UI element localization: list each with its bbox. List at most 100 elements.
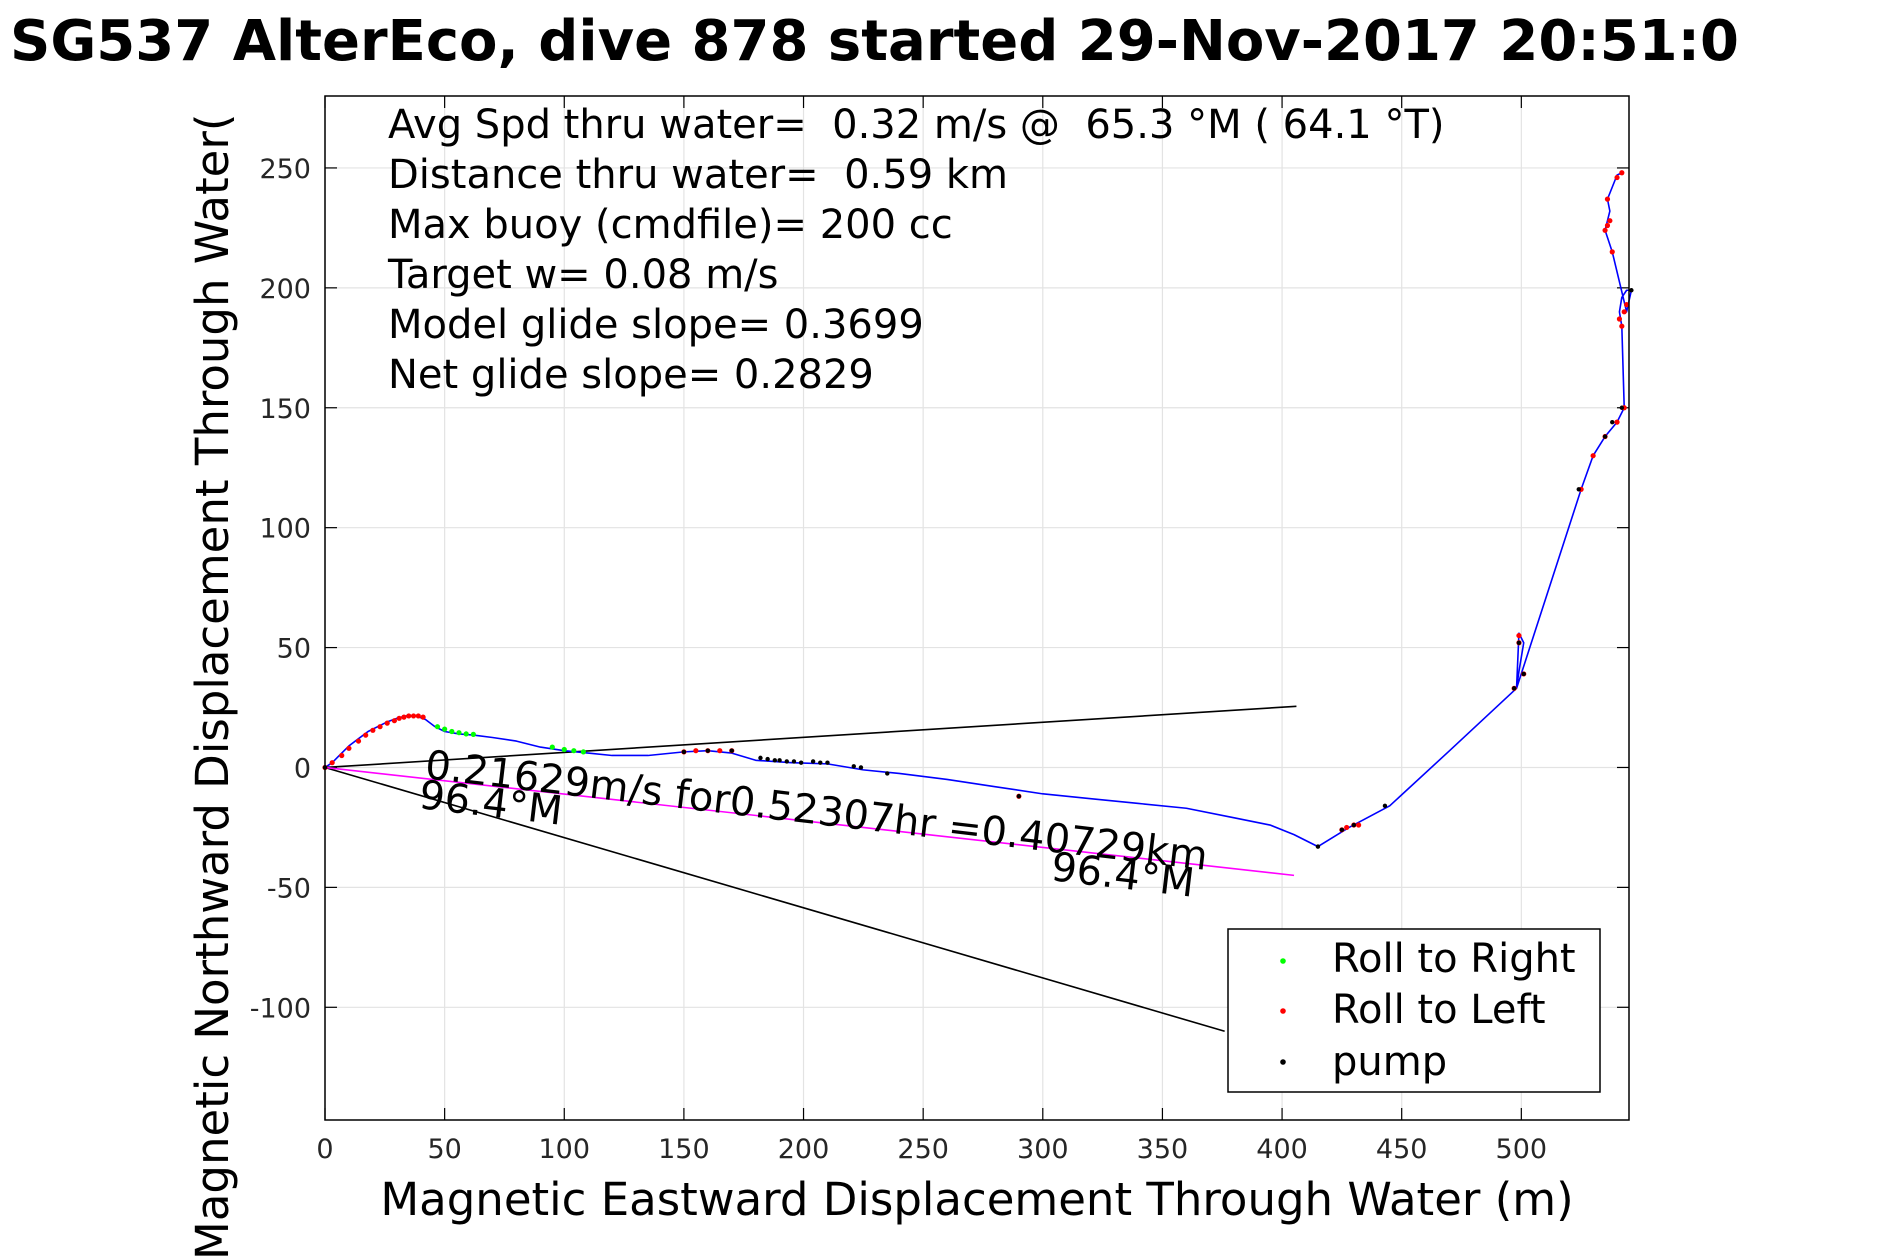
point-pump: [1339, 827, 1345, 833]
plot-area: 0 50 100 150 200 250 300 350 400 450 500 -100 -50 0 5…: [250, 95, 1634, 1165]
x-tick-label: 150: [658, 1134, 710, 1165]
line-current-vector: [324, 766, 1295, 877]
point-roll-right: [463, 731, 469, 737]
point-roll-left: [415, 713, 421, 719]
x-tick-label: 0: [316, 1134, 333, 1165]
point-roll-left: [1590, 453, 1596, 459]
point-roll-left: [420, 714, 426, 720]
point-roll-left: [329, 760, 335, 766]
annotation-net-glide: Net glide slope= 0.2829: [388, 352, 874, 398]
x-tick-label: 200: [778, 1134, 830, 1165]
point-pump: [772, 758, 778, 763]
y-ticks: -100 -50 0 50 100 150 200 250: [250, 154, 1629, 1024]
y-tick-label: 0: [294, 753, 311, 784]
point-roll-left: [355, 738, 362, 744]
line-lower-bound: [324, 766, 1225, 1033]
point-roll-left: [1516, 632, 1522, 639]
point-roll-left: [1604, 196, 1611, 202]
point-roll-left: [339, 752, 345, 759]
point-roll-left: [396, 715, 402, 721]
legend-label-pump: pump: [1332, 1039, 1447, 1085]
point-roll-left: [1614, 174, 1620, 181]
legend-marker-pump: [1280, 1059, 1286, 1065]
point-roll-right: [549, 744, 555, 750]
y-tick-label: 250: [259, 154, 311, 185]
point-pump: [1511, 686, 1517, 691]
point-layer: [322, 170, 1634, 849]
x-tick-label: 450: [1376, 1134, 1428, 1165]
point-roll-left: [377, 724, 383, 730]
point-pump: [1576, 487, 1581, 492]
point-pump: [1521, 671, 1526, 677]
point-roll-left: [1344, 824, 1350, 831]
point-pump: [777, 758, 782, 763]
point-pump: [1610, 419, 1615, 425]
point-pump: [729, 748, 734, 753]
annotation-avg-speed: Avg Spd thru water= 0.32 m/s @ 65.3 °M (…: [388, 102, 1444, 148]
point-roll-right: [470, 731, 476, 737]
track-layer: [324, 172, 1633, 848]
legend-label-roll-right: Roll to Right: [1332, 936, 1576, 982]
point-roll-right: [442, 726, 448, 732]
point-roll-left: [406, 713, 412, 719]
reference-lines: [324, 705, 1297, 1033]
legend: Roll to Right Roll to Left pump: [1227, 928, 1601, 1093]
point-roll-left: [1609, 249, 1615, 255]
point-pump: [1516, 640, 1522, 645]
point-roll-left: [1624, 302, 1630, 308]
point-pump: [885, 771, 890, 776]
x-ticks: 0 50 100 150 200 250 300 350 400 450 500: [316, 96, 1547, 1165]
annotation-model-glide: Model glide slope= 0.3699: [388, 302, 924, 348]
y-tick-label: 100: [259, 514, 311, 545]
legend-label-roll-left: Roll to Left: [1332, 987, 1546, 1033]
point-roll-left: [717, 748, 723, 754]
point-roll-right: [580, 749, 587, 755]
point-roll-right: [456, 730, 462, 736]
point-pump: [1315, 844, 1321, 849]
point-pump: [1016, 794, 1022, 799]
point-roll-right: [561, 746, 567, 753]
point-pump: [798, 760, 804, 765]
point-pump: [1382, 803, 1388, 809]
point-roll-left: [1602, 227, 1608, 233]
point-pump: [818, 760, 823, 765]
x-tick-label: 300: [1017, 1134, 1069, 1165]
y-tick-label: -100: [250, 993, 311, 1024]
y-tick-label: 150: [259, 394, 311, 425]
point-roll-right: [571, 748, 577, 754]
x-tick-label: 500: [1496, 1134, 1548, 1165]
legend-marker-roll-right: [1280, 958, 1286, 964]
annotation-block: Avg Spd thru water= 0.32 m/s @ 65.3 °M (…: [387, 102, 1444, 398]
y-axis-label: Magnetic Northward Displacement Through …: [186, 114, 239, 1260]
point-pump: [1629, 288, 1634, 293]
point-pump: [1602, 434, 1608, 439]
point-roll-right: [449, 728, 455, 735]
chart-title: SG537 AlterEco, dive 878 started 29-Nov-…: [10, 9, 1739, 74]
point-pump: [784, 759, 789, 764]
point-pump: [758, 755, 763, 761]
x-tick-label: 250: [897, 1134, 949, 1165]
plot-frame: [324, 95, 1630, 1121]
point-roll-left: [1604, 222, 1611, 229]
point-roll-left: [1619, 170, 1625, 176]
annotation-distance: Distance thru water= 0.59 km: [388, 152, 1008, 198]
point-roll-left: [1619, 323, 1625, 329]
point-pump: [825, 760, 830, 765]
point-pump: [791, 759, 797, 764]
x-axis-label: Magnetic Eastward Displacement Through W…: [380, 1173, 1573, 1226]
x-tick-label: 50: [427, 1134, 461, 1165]
point-pump: [765, 756, 770, 762]
line-upper-bound: [324, 705, 1297, 769]
point-pump: [681, 749, 687, 755]
y-tick-label: 50: [277, 634, 311, 665]
legend-marker-roll-left: [1280, 1008, 1286, 1014]
point-roll-left: [384, 720, 390, 726]
x-tick-label: 400: [1256, 1134, 1308, 1165]
point-pump: [851, 764, 856, 769]
annotation-target-w: Target w= 0.08 m/s: [387, 252, 778, 298]
legend-box: [1227, 928, 1601, 1093]
annotation-max-buoy: Max buoy (cmdfile)= 200 cc: [388, 202, 953, 248]
point-roll-left: [1607, 218, 1613, 224]
point-roll-left: [410, 713, 417, 719]
